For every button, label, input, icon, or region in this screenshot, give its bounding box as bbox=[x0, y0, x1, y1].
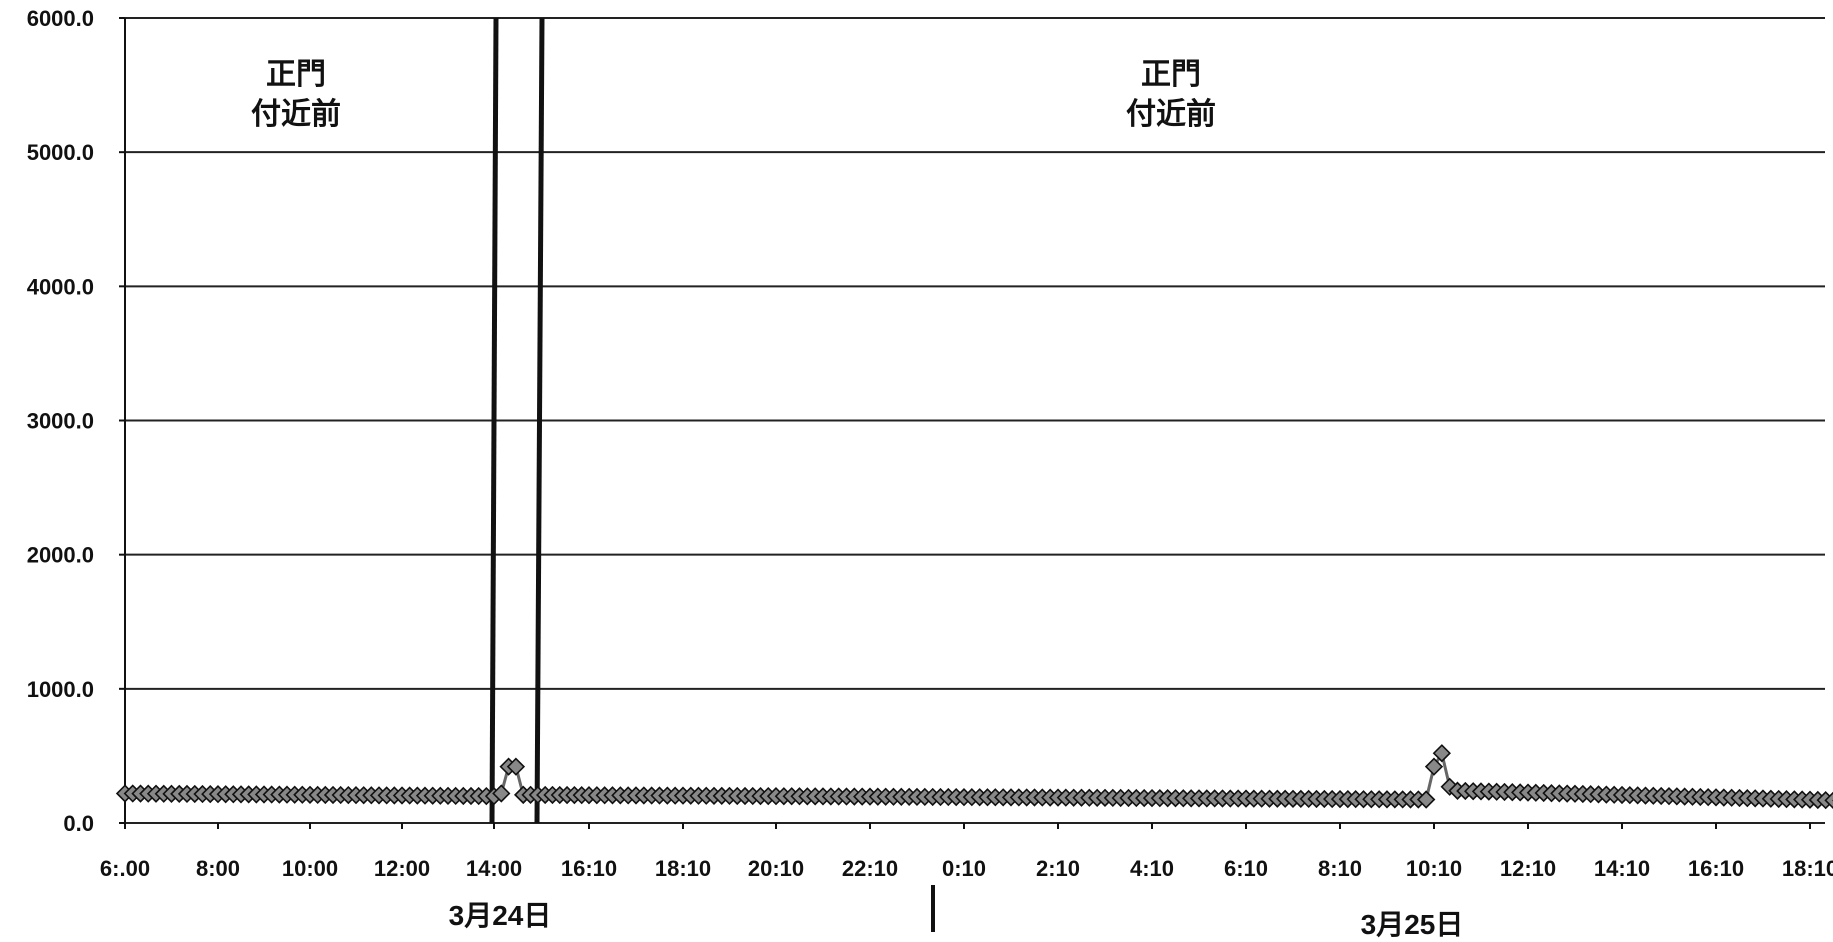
x-tick-label: 20:10 bbox=[748, 856, 804, 881]
x-tick-label: 16:10 bbox=[1688, 856, 1744, 881]
x-tick-label: 10:10 bbox=[1406, 856, 1462, 881]
grid-lines bbox=[125, 17, 1825, 824]
data-point bbox=[1424, 757, 1444, 776]
x-tick-label: 4:10 bbox=[1130, 856, 1174, 881]
x-tick-label: 8:00 bbox=[196, 856, 240, 881]
data-point bbox=[1824, 791, 1833, 809]
data-point bbox=[506, 757, 526, 776]
x-tick-label: 22:10 bbox=[842, 856, 898, 881]
x-tick-label: 2:10 bbox=[1036, 856, 1080, 881]
series-markers bbox=[115, 744, 1833, 810]
annotation-1-line2: 付近前 bbox=[251, 98, 341, 131]
data-point bbox=[1417, 790, 1436, 809]
x-tick-label: 10:00 bbox=[282, 856, 338, 881]
data-point bbox=[1432, 744, 1451, 763]
x-tick-label: 12:00 bbox=[374, 856, 430, 881]
y-tick-label: 1000.0 bbox=[27, 677, 94, 702]
y-tick-label: 3000.0 bbox=[27, 409, 94, 434]
annotation-2-line2: 付近前 bbox=[1126, 98, 1216, 131]
y-tick-label: 5000.0 bbox=[27, 140, 94, 165]
y-tick-label: 2000.0 bbox=[27, 543, 94, 568]
y-axis: 6000.0 5000.0 4000.0 3000.0 2000.0 1000.0 0.0 bbox=[27, 6, 125, 836]
date-label-mar25: 3月25日 bbox=[1361, 909, 1464, 940]
x-tick-label: 16:10 bbox=[561, 856, 617, 881]
x-tick-label: 8:10 bbox=[1318, 856, 1362, 881]
x-tick-label: 14:00 bbox=[466, 856, 522, 881]
x-tick-label: 18:10 bbox=[655, 856, 711, 881]
y-tick-label: 0.0 bbox=[63, 811, 94, 836]
x-tick-label: 18:10 bbox=[1782, 856, 1833, 881]
y-tick-label: 4000.0 bbox=[27, 274, 94, 299]
x-tick-label: 14:10 bbox=[1594, 856, 1650, 881]
event-line-2 bbox=[534, 17, 545, 824]
x-axis: 6:.00 8:00 10:00 12:00 14:00 16:10 18:10 20:10 2… bbox=[100, 823, 1833, 881]
x-tick-label: 6:10 bbox=[1224, 856, 1268, 881]
x-tick-label: 12:10 bbox=[1500, 856, 1556, 881]
y-tick-label: 6000.0 bbox=[27, 6, 94, 31]
x-tick-label: 6:.00 bbox=[100, 856, 150, 881]
annotation-1-line1: 正門 bbox=[266, 58, 326, 91]
date-label-mar24: 3月24日 bbox=[449, 900, 552, 931]
data-point bbox=[492, 784, 511, 803]
x-tick-label: 0:10 bbox=[942, 856, 986, 881]
event-line-1 bbox=[489, 17, 499, 824]
annotation-2-line1: 正門 bbox=[1141, 58, 1201, 91]
